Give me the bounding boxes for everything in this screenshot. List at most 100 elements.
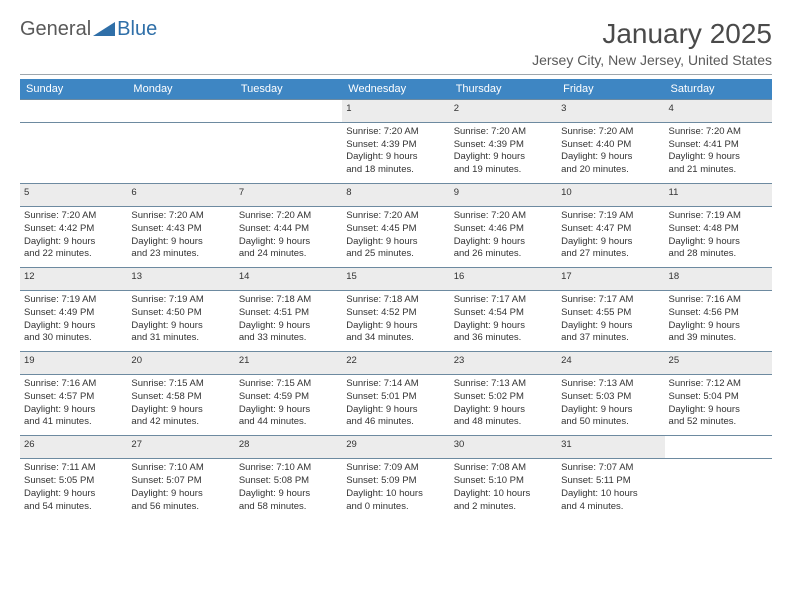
day-data-cell xyxy=(127,122,234,183)
day-number-row: 1234 xyxy=(20,100,772,123)
sunrise-line: Sunrise: 7:14 AM xyxy=(346,378,445,391)
logo: General Blue xyxy=(20,18,157,41)
sunrise-line: Sunrise: 7:20 AM xyxy=(454,126,553,139)
sunrise-line: Sunrise: 7:13 AM xyxy=(454,378,553,391)
logo-text-blue: Blue xyxy=(117,18,157,41)
sunrise-line: Sunrise: 7:20 AM xyxy=(239,210,338,223)
sunset-line: Sunset: 4:55 PM xyxy=(561,307,660,320)
sunset-line: Sunset: 4:52 PM xyxy=(346,307,445,320)
day-number-row: 19202122232425 xyxy=(20,352,772,375)
day-data-row: Sunrise: 7:11 AMSunset: 5:05 PM Daylight:… xyxy=(20,459,772,520)
day-number-cell: 11 xyxy=(665,184,772,207)
day-header: Thursday xyxy=(450,79,557,100)
daylight-line-2: and 24 minutes. xyxy=(239,248,338,261)
day-header: Friday xyxy=(557,79,664,100)
day-number-cell: 14 xyxy=(235,268,342,291)
sunset-line: Sunset: 4:59 PM xyxy=(239,391,338,404)
day-number-cell: 5 xyxy=(20,184,127,207)
daylight-line-1: Daylight: 9 hours xyxy=(669,404,768,417)
day-header: Wednesday xyxy=(342,79,449,100)
day-number-cell: 2 xyxy=(450,100,557,123)
calendar-table: SundayMondayTuesdayWednesdayThursdayFrid… xyxy=(20,79,772,519)
day-number-cell: 18 xyxy=(665,268,772,291)
daylight-line-2: and 46 minutes. xyxy=(346,416,445,429)
sunrise-line: Sunrise: 7:16 AM xyxy=(669,294,768,307)
daylight-line-1: Daylight: 9 hours xyxy=(24,320,123,333)
sunset-line: Sunset: 5:10 PM xyxy=(454,475,553,488)
day-number-cell: 21 xyxy=(235,352,342,375)
day-number-cell: 29 xyxy=(342,436,449,459)
day-number-cell xyxy=(235,100,342,123)
sunrise-line: Sunrise: 7:10 AM xyxy=(239,462,338,475)
day-number-cell: 7 xyxy=(235,184,342,207)
daylight-line-1: Daylight: 9 hours xyxy=(346,236,445,249)
day-data-cell: Sunrise: 7:10 AMSunset: 5:07 PMDaylight:… xyxy=(127,459,234,520)
daylight-line-2: and 36 minutes. xyxy=(454,332,553,345)
daylight-line-2: and 52 minutes. xyxy=(669,416,768,429)
day-data-cell: Sunrise: 7:11 AMSunset: 5:05 PMDaylight:… xyxy=(20,459,127,520)
day-data-cell: Sunrise: 7:14 AMSunset: 5:01 PMDaylight:… xyxy=(342,375,449,436)
day-data-cell: Sunrise: 7:20 AMSunset: 4:41 PMDaylight:… xyxy=(665,122,772,183)
daylight-line-1: Daylight: 9 hours xyxy=(561,404,660,417)
sunset-line: Sunset: 5:01 PM xyxy=(346,391,445,404)
sunset-line: Sunset: 5:07 PM xyxy=(131,475,230,488)
day-data-cell: Sunrise: 7:20 AMSunset: 4:39 PMDaylight:… xyxy=(450,122,557,183)
sunrise-line: Sunrise: 7:08 AM xyxy=(454,462,553,475)
day-number-row: 12131415161718 xyxy=(20,268,772,291)
sunrise-line: Sunrise: 7:19 AM xyxy=(24,294,123,307)
logo-text-general: General xyxy=(20,18,91,41)
sunrise-line: Sunrise: 7:20 AM xyxy=(24,210,123,223)
day-number-row: 262728293031 xyxy=(20,436,772,459)
sunrise-line: Sunrise: 7:19 AM xyxy=(561,210,660,223)
daylight-line-2: and 48 minutes. xyxy=(454,416,553,429)
day-number-cell: 16 xyxy=(450,268,557,291)
location: Jersey City, New Jersey, United States xyxy=(532,52,772,68)
day-number-cell: 22 xyxy=(342,352,449,375)
day-data-cell: Sunrise: 7:20 AMSunset: 4:44 PMDaylight:… xyxy=(235,206,342,267)
daylight-line-1: Daylight: 9 hours xyxy=(239,488,338,501)
sunset-line: Sunset: 5:05 PM xyxy=(24,475,123,488)
day-number-cell: 1 xyxy=(342,100,449,123)
sunset-line: Sunset: 4:51 PM xyxy=(239,307,338,320)
sunrise-line: Sunrise: 7:13 AM xyxy=(561,378,660,391)
day-data-cell: Sunrise: 7:12 AMSunset: 5:04 PMDaylight:… xyxy=(665,375,772,436)
daylight-line-1: Daylight: 9 hours xyxy=(454,151,553,164)
day-number-cell: 28 xyxy=(235,436,342,459)
day-data-cell: Sunrise: 7:15 AMSunset: 4:58 PMDaylight:… xyxy=(127,375,234,436)
sunrise-line: Sunrise: 7:18 AM xyxy=(239,294,338,307)
daylight-line-2: and 25 minutes. xyxy=(346,248,445,261)
sunrise-line: Sunrise: 7:20 AM xyxy=(561,126,660,139)
sunrise-line: Sunrise: 7:19 AM xyxy=(669,210,768,223)
sunrise-line: Sunrise: 7:07 AM xyxy=(561,462,660,475)
sunset-line: Sunset: 4:54 PM xyxy=(454,307,553,320)
daylight-line-2: and 18 minutes. xyxy=(346,164,445,177)
daylight-line-1: Daylight: 9 hours xyxy=(346,404,445,417)
day-data-cell: Sunrise: 7:20 AMSunset: 4:40 PMDaylight:… xyxy=(557,122,664,183)
day-data-cell: Sunrise: 7:20 AMSunset: 4:39 PMDaylight:… xyxy=(342,122,449,183)
sunset-line: Sunset: 4:42 PM xyxy=(24,223,123,236)
day-data-cell: Sunrise: 7:20 AMSunset: 4:42 PMDaylight:… xyxy=(20,206,127,267)
daylight-line-2: and 50 minutes. xyxy=(561,416,660,429)
sunset-line: Sunset: 5:08 PM xyxy=(239,475,338,488)
sunrise-line: Sunrise: 7:11 AM xyxy=(24,462,123,475)
daylight-line-1: Daylight: 9 hours xyxy=(239,404,338,417)
day-header: Sunday xyxy=(20,79,127,100)
sunset-line: Sunset: 4:57 PM xyxy=(24,391,123,404)
day-data-cell: Sunrise: 7:17 AMSunset: 4:54 PMDaylight:… xyxy=(450,290,557,351)
sunset-line: Sunset: 4:41 PM xyxy=(669,139,768,152)
day-number-cell: 25 xyxy=(665,352,772,375)
day-data-cell: Sunrise: 7:19 AMSunset: 4:50 PMDaylight:… xyxy=(127,290,234,351)
day-data-row: Sunrise: 7:20 AMSunset: 4:39 PMDaylight:… xyxy=(20,122,772,183)
daylight-line-1: Daylight: 9 hours xyxy=(669,236,768,249)
sunrise-line: Sunrise: 7:20 AM xyxy=(454,210,553,223)
daylight-line-2: and 4 minutes. xyxy=(561,501,660,514)
daylight-line-1: Daylight: 9 hours xyxy=(131,404,230,417)
day-number-cell: 15 xyxy=(342,268,449,291)
daylight-line-2: and 0 minutes. xyxy=(346,501,445,514)
sunset-line: Sunset: 5:02 PM xyxy=(454,391,553,404)
day-data-cell: Sunrise: 7:13 AMSunset: 5:03 PMDaylight:… xyxy=(557,375,664,436)
sunrise-line: Sunrise: 7:19 AM xyxy=(131,294,230,307)
daylight-line-2: and 39 minutes. xyxy=(669,332,768,345)
day-number-cell: 30 xyxy=(450,436,557,459)
day-number-cell: 9 xyxy=(450,184,557,207)
